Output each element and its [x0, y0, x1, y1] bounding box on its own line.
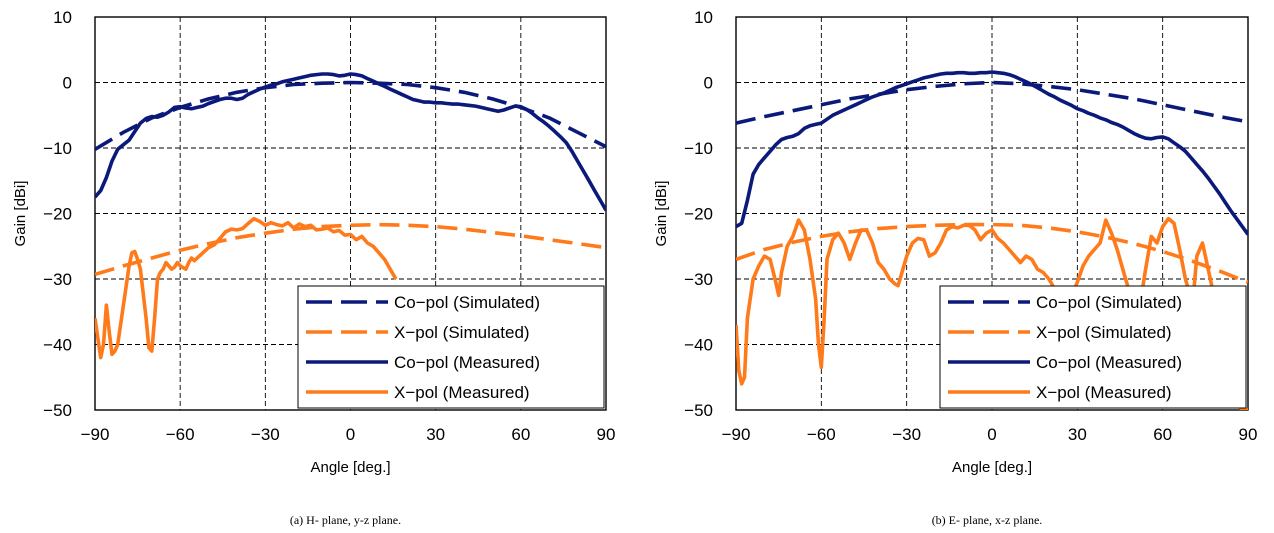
legend-label: X−pol (Measured) [394, 383, 530, 402]
chart-a-xlabel: Angle [deg.] [310, 459, 390, 476]
legend-label: Co−pol (Simulated) [394, 293, 540, 312]
plot-frame [735, 16, 1249, 411]
x-tick-label: −30 [892, 425, 921, 444]
x-tick-label: 90 [1239, 425, 1258, 444]
x-tick-label: 90 [597, 425, 616, 444]
chart-b-legend: Co−pol (Simulated) X−pol (Simulated) Co−po… [939, 285, 1247, 409]
legend-label: X−pol (Simulated) [1036, 323, 1172, 342]
legend-box [297, 285, 605, 409]
y-tick-label: −50 [43, 401, 72, 420]
x-tick-label: 0 [346, 425, 355, 444]
y-tick-label: 10 [53, 8, 72, 27]
chart-b-xlabel: Angle [deg.] [952, 459, 1032, 476]
y-tick-label: 0 [63, 74, 72, 93]
chart-a-legend: Co−pol (Simulated) X−pol (Simulated) Co−po… [297, 285, 605, 409]
x-tick-label: 60 [511, 425, 530, 444]
x-tick-label: −60 [807, 425, 836, 444]
chart-b-lines [736, 70, 1248, 410]
x-tick-label: −90 [722, 425, 751, 444]
chart-b-panel: (b) E- plane, x-z plane. Angle [deg.] Ga… [653, 8, 1257, 527]
series-line-x-pol-dashed [736, 222, 1248, 284]
series-line-x-pol-solid [736, 216, 1248, 410]
x-tick-label: −60 [166, 425, 195, 444]
y-tick-label: −40 [43, 336, 72, 355]
plot-frame [94, 16, 607, 411]
legend-label: X−pol (Measured) [1036, 383, 1172, 402]
chart-a-grid [94, 16, 607, 411]
series-line-x-pol-dashed [95, 222, 606, 277]
legend-label: X−pol (Simulated) [394, 323, 530, 342]
chart-b-ylabel: Gain [dBi] [653, 181, 670, 247]
x-tick-label: 30 [426, 425, 445, 444]
x-tick-label: 60 [1153, 425, 1172, 444]
y-tick-label: 10 [694, 8, 713, 27]
chart-b-caption: (b) E- plane, x-z plane. [932, 513, 1043, 527]
chart-a-panel: (a) H- plane, y-z plane. Angle [deg.] Ga… [12, 8, 615, 527]
y-tick-label: −40 [684, 336, 713, 355]
y-tick-label: −20 [43, 205, 72, 224]
y-tick-label: −10 [43, 139, 72, 158]
legend-label: Co−pol (Measured) [394, 353, 540, 372]
x-tick-label: −30 [251, 425, 280, 444]
legend-label: Co−pol (Simulated) [1036, 293, 1182, 312]
series-line-x-pol-solid [95, 216, 398, 360]
chart-a-lines [95, 72, 606, 360]
y-tick-label: −30 [43, 270, 72, 289]
x-tick-label: 0 [987, 425, 996, 444]
y-tick-label: 0 [704, 74, 713, 93]
y-tick-label: −10 [684, 139, 713, 158]
series-line-co-pol-dashed [736, 80, 1248, 125]
x-tick-label: 30 [1068, 425, 1087, 444]
chart-a-caption: (a) H- plane, y-z plane. [290, 513, 401, 527]
chart-a-ylabel: Gain [dBi] [12, 181, 29, 247]
y-tick-label: −20 [684, 205, 713, 224]
chart-a-ticks: −90 −60 −30 0 30 60 90 10 0 −10 −20 −30 −40 −50 [43, 8, 615, 444]
chart-b-ticks: −90 −60 −30 0 30 60 90 10 0 −10 −20 −30 −40 −50 [684, 8, 1257, 444]
series-line-co-pol-solid [736, 70, 1248, 236]
y-tick-label: −30 [684, 270, 713, 289]
series-line-co-pol-solid [95, 72, 606, 212]
legend-box [939, 285, 1247, 409]
y-tick-label: −50 [684, 401, 713, 420]
legend-label: Co−pol (Measured) [1036, 353, 1182, 372]
x-tick-label: −90 [81, 425, 110, 444]
